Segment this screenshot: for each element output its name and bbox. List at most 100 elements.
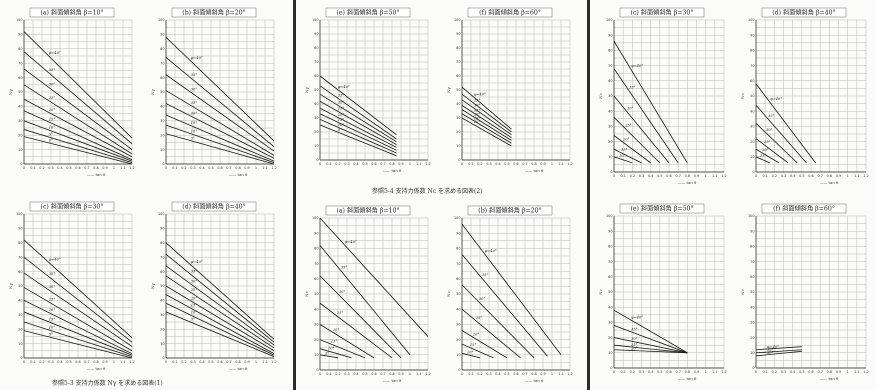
chart-svg-c1: 0 0.1 0.2 0.3 0.4 0.5 0.6 0.7 0.8 0.9 1 1.1 1.2 0 10 20… bbox=[8, 201, 135, 371]
y-axis-label-b2: Nc bbox=[446, 290, 451, 297]
curve-label-a1-5: 15° bbox=[49, 117, 56, 121]
y-tick-label-a2-2: 20 bbox=[314, 338, 318, 342]
axes-f1 bbox=[461, 20, 570, 161]
x-tick-label-d2-6: 0.6 bbox=[808, 174, 813, 178]
x-axis-label-f1: —— tan θ bbox=[525, 168, 544, 173]
x-tick-label-a2-5: 0.5 bbox=[362, 372, 367, 376]
y-tick-label-f2-7: 70 bbox=[750, 260, 754, 264]
chart-svg-e1: 0 0.1 0.2 0.3 0.4 0.5 0.6 0.7 0.8 0.9 1 1.1 1.2 0 10 20… bbox=[304, 7, 431, 173]
chart-panel-d1: 0 0.1 0.2 0.3 0.4 0.5 0.6 0.7 0.8 0.9 1 1.1 1.2 0 10 20… bbox=[150, 200, 278, 372]
y-tick-label-d2-8: 80 bbox=[750, 49, 754, 53]
y-tick-label-a1-6: 60 bbox=[18, 76, 22, 80]
curve-e2-2 bbox=[613, 337, 688, 354]
axes-b1 bbox=[165, 20, 274, 165]
grid-f2 bbox=[755, 215, 867, 369]
curve-label-a1-3: 25° bbox=[48, 96, 56, 100]
y-tick-label-a2-6: 60 bbox=[314, 277, 318, 281]
x-tick-label-b2-11: 1.1 bbox=[558, 372, 563, 376]
x-tick-label-c2-2: 0.2 bbox=[630, 174, 635, 178]
y-tick-label-c1-0: 0 bbox=[20, 356, 22, 360]
x-tick-label-c2-1: 0.1 bbox=[620, 174, 625, 178]
y-axis-label-d1: Nγ bbox=[150, 282, 155, 289]
grid-b2 bbox=[461, 217, 571, 371]
x-tick-label-a1-11: 1.1 bbox=[120, 166, 125, 170]
curve-label-c2-6: 10° bbox=[619, 154, 626, 158]
x-tick-label-a2-6: 0.6 bbox=[371, 372, 376, 376]
y-tick-label-e2-1: 10 bbox=[608, 351, 612, 355]
x-tick-label-d1-2: 0.2 bbox=[181, 360, 186, 364]
y-tick-label-f1-9: 90 bbox=[456, 32, 460, 36]
curve-label-e1-0: φ=40° bbox=[338, 85, 350, 89]
title-box-e2 bbox=[619, 203, 705, 214]
curve-label-b2-6: 10° bbox=[467, 350, 474, 354]
x-tick-label-c2-0: 0 bbox=[613, 174, 615, 178]
y-tick-label-a2-1: 10 bbox=[314, 353, 318, 357]
chart-panel-e1: 0 0.1 0.2 0.3 0.4 0.5 0.6 0.7 0.8 0.9 1 1.1 1.2 0 10 20… bbox=[304, 6, 432, 174]
y-tick-label-a2-10: 100 bbox=[312, 216, 318, 220]
x-tick-label-c1-7: 0.7 bbox=[84, 360, 89, 364]
y-tick-label-b2-1: 10 bbox=[456, 353, 460, 357]
y-tick-label-b2-0: 0 bbox=[458, 368, 460, 372]
y-tick-label-f1-1: 10 bbox=[456, 144, 460, 148]
curve-c2-3 bbox=[613, 116, 661, 164]
curve-e1-6 bbox=[319, 119, 397, 154]
x-tick-label-a2-12: 1.2 bbox=[425, 372, 430, 376]
y-tick-label-b1-1: 10 bbox=[160, 148, 164, 152]
y-tick-label-e2-4: 40 bbox=[608, 305, 612, 309]
y-tick-label-d2-0: 0 bbox=[752, 170, 754, 174]
x-axis-label-c1: —— tan θ bbox=[87, 366, 106, 371]
x-tick-label-e1-4: 0.4 bbox=[353, 162, 358, 166]
x-tick-label-a1-0: 0 bbox=[23, 166, 25, 170]
x-tick-label-c2-4: 0.4 bbox=[648, 174, 653, 178]
chart-panel-c1: 0 0.1 0.2 0.3 0.4 0.5 0.6 0.7 0.8 0.9 1 1.1 1.2 0 10 20… bbox=[8, 200, 136, 372]
curve-label-b2-3: 25° bbox=[475, 316, 483, 320]
x-tick-label-f1-11: 1.1 bbox=[558, 162, 563, 166]
curve-c1-2 bbox=[23, 272, 133, 347]
curve-label-e1-3: 25° bbox=[337, 107, 345, 111]
y-tick-label-a2-8: 80 bbox=[314, 247, 318, 251]
y-tick-label-b2-10: 100 bbox=[454, 216, 460, 220]
chart-panel-a1: 0 0.1 0.2 0.3 0.4 0.5 0.6 0.7 0.8 0.9 1 1.1 1.2 0 10 20… bbox=[8, 6, 136, 178]
y-tick-label-c2-6: 60 bbox=[608, 79, 612, 83]
caption-left: 参照5-3 支持力係数 Nγ を求める図表(1) bbox=[52, 380, 163, 387]
curve-d1-4 bbox=[165, 285, 275, 352]
x-tick-label-b2-10: 1 bbox=[551, 372, 553, 376]
x-tick-label-d2-2: 0.2 bbox=[772, 174, 777, 178]
y-tick-label-e1-5: 50 bbox=[314, 88, 318, 92]
curve-label-b2-2: 30° bbox=[479, 297, 486, 301]
curve-b1-2 bbox=[165, 74, 275, 152]
grid-d2 bbox=[755, 19, 867, 173]
x-tick-label-c1-8: 0.8 bbox=[93, 360, 98, 364]
y-tick-label-c1-9: 90 bbox=[18, 227, 22, 231]
x-tick-label-e2-9: 0.9 bbox=[694, 370, 699, 374]
curve-label-d1-0: φ=40° bbox=[191, 260, 203, 264]
y-tick-label-e2-2: 20 bbox=[608, 336, 612, 340]
y-axis-label-f1: Nγ bbox=[446, 86, 451, 93]
curve-label-a2-1: 35° bbox=[341, 265, 348, 269]
x-tick-label-e2-3: 0.3 bbox=[639, 370, 644, 374]
x-tick-label-f2-4: 0.4 bbox=[790, 370, 795, 374]
curve-label-a1-4: 20° bbox=[48, 108, 56, 112]
x-tick-label-f1-9: 0.9 bbox=[540, 162, 545, 166]
y-tick-label-b1-7: 70 bbox=[160, 61, 164, 65]
y-tick-label-d1-3: 30 bbox=[160, 313, 164, 317]
curve-label-a1-1: 35° bbox=[49, 68, 56, 72]
curve-d2-3 bbox=[755, 138, 789, 164]
chart-svg-b1: 0 0.1 0.2 0.3 0.4 0.5 0.6 0.7 0.8 0.9 1 1.1 1.2 0 10 20… bbox=[150, 7, 277, 177]
chart-title-b2: (b) 斜面傾斜角 β=20° bbox=[478, 207, 541, 215]
x-tick-label-b1-12: 1.2 bbox=[271, 166, 276, 170]
x-axis-label-a1: —— tan θ bbox=[87, 172, 106, 177]
x-tick-label-e2-2: 0.2 bbox=[630, 370, 635, 374]
x-tick-label-e1-7: 0.7 bbox=[380, 162, 385, 166]
y-tick-label-b2-8: 80 bbox=[456, 247, 460, 251]
x-tick-label-e2-6: 0.6 bbox=[666, 370, 671, 374]
y-tick-label-f1-2: 20 bbox=[456, 130, 460, 134]
y-tick-label-a2-9: 90 bbox=[314, 231, 318, 235]
curve-label-a1-2: 30° bbox=[49, 83, 56, 87]
y-tick-label-c2-10: 100 bbox=[606, 18, 612, 22]
axes-a1 bbox=[23, 20, 132, 165]
y-tick-label-a1-1: 10 bbox=[18, 148, 22, 152]
x-tick-label-a1-6: 0.6 bbox=[75, 166, 80, 170]
y-tick-label-e1-9: 90 bbox=[314, 32, 318, 36]
x-tick-label-d1-6: 0.6 bbox=[217, 360, 222, 364]
